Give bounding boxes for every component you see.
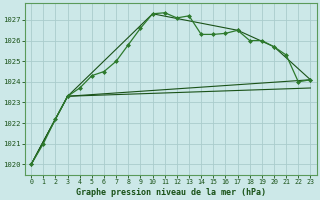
X-axis label: Graphe pression niveau de la mer (hPa): Graphe pression niveau de la mer (hPa) bbox=[76, 188, 266, 197]
